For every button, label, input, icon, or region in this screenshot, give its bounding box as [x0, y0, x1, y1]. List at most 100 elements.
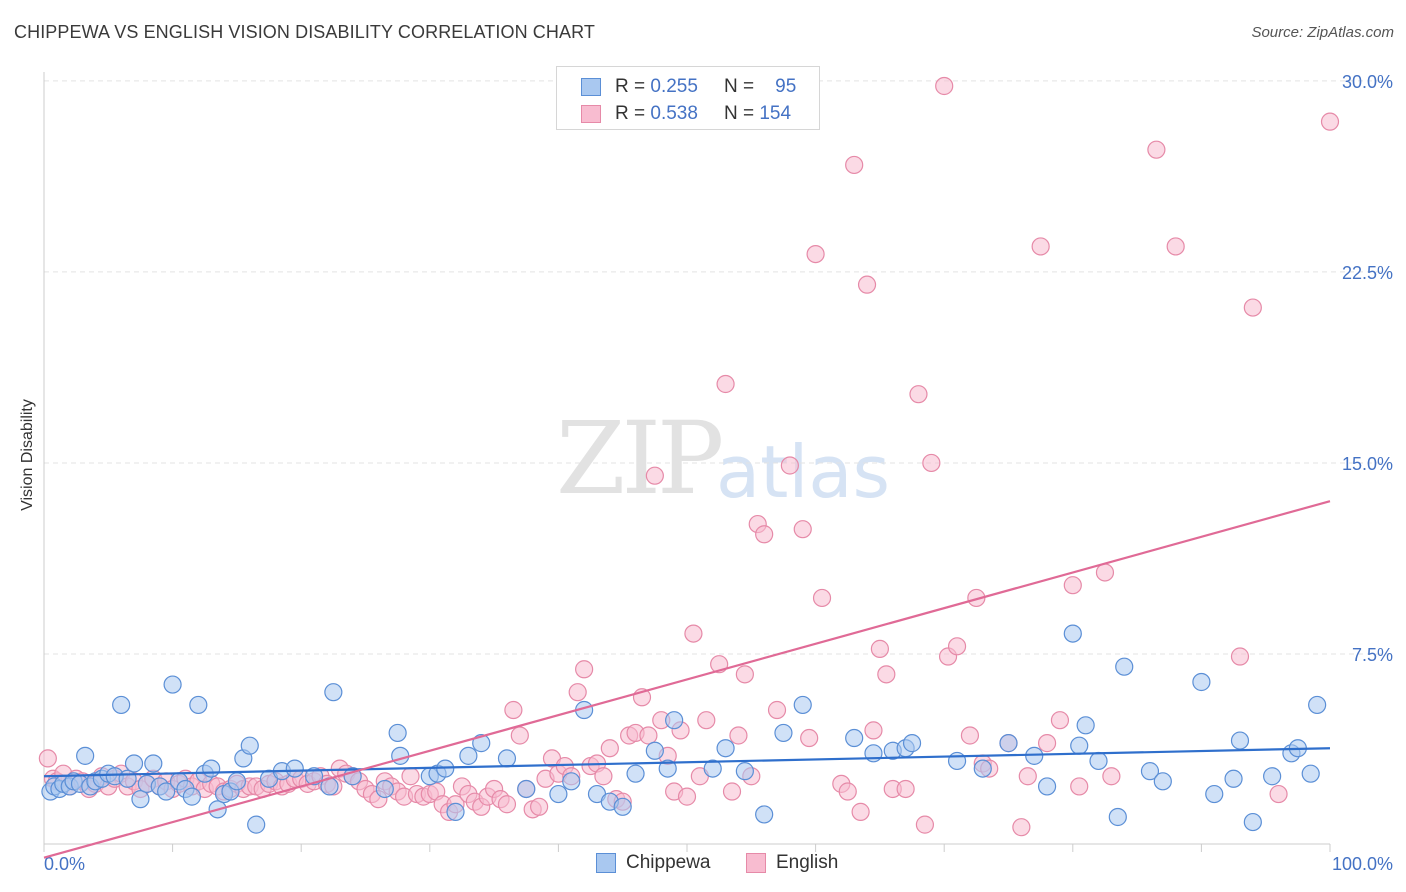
chippewa-point — [118, 769, 137, 788]
chippewa-point — [324, 683, 343, 702]
chippewa-point — [76, 746, 95, 765]
chippewa-point — [124, 754, 144, 773]
english-point — [38, 749, 57, 768]
chippewa-point — [459, 746, 478, 765]
chippewa-point — [562, 772, 581, 791]
english-trend-line — [43, 500, 1331, 859]
english-point — [530, 797, 549, 816]
english-point — [716, 374, 735, 394]
y-tick-label: 7.5% — [1352, 645, 1393, 665]
chippewa-point — [189, 695, 208, 715]
watermark-atlas: atlas — [716, 430, 890, 514]
chippewa-point — [1301, 764, 1320, 783]
english-point — [877, 665, 896, 684]
english-point — [960, 726, 980, 745]
english-point — [793, 520, 812, 539]
x-tick-label: 0.0% — [44, 854, 85, 874]
legend-n-label: N = — [723, 76, 755, 97]
chippewa-point — [497, 749, 517, 768]
chippewa-point — [658, 759, 677, 778]
chippewa-point — [163, 675, 182, 694]
english-point — [1095, 563, 1115, 582]
y-tick-label: 22.5% — [1342, 263, 1393, 283]
english-point — [896, 779, 915, 799]
english-point — [1147, 140, 1166, 159]
english-point — [947, 637, 967, 656]
chippewa-point — [613, 797, 632, 816]
chippewa-point — [285, 759, 304, 778]
chippewa-point — [845, 728, 864, 748]
chippewa-point — [240, 736, 259, 755]
chippewa-point — [1140, 762, 1160, 781]
english-legend-label: English — [776, 852, 839, 873]
english-point — [1063, 576, 1082, 595]
english-point — [935, 76, 954, 96]
english-point — [401, 767, 420, 786]
chippewa-point — [112, 695, 131, 715]
english-point — [800, 728, 819, 748]
english-point — [1050, 711, 1070, 730]
chippewa-point — [1037, 777, 1057, 796]
chippewa-point — [131, 790, 150, 809]
chippewa-point — [247, 815, 266, 834]
chippewa-legend-swatch — [596, 853, 616, 873]
english-point — [1166, 237, 1185, 256]
english-point — [729, 726, 748, 745]
english-point — [755, 525, 774, 544]
english-point — [870, 639, 890, 658]
chippewa-point — [1089, 751, 1108, 771]
chippewa-point — [1115, 657, 1134, 676]
chippewa-point — [1263, 767, 1282, 786]
chippewa-point — [182, 787, 201, 806]
chippewa-point — [157, 782, 176, 801]
chippewa-point — [1063, 624, 1082, 643]
english-point — [806, 244, 825, 264]
english-point — [1018, 767, 1037, 786]
english-swatch — [581, 105, 601, 123]
chart-title: CHIPPEWA VS ENGLISH VISION DISABILITY CO… — [14, 22, 595, 42]
correlation-legend: R = 0.255 N = 95 R = 0.538 N = 154 — [556, 66, 820, 130]
chippewa-point — [755, 805, 774, 824]
english-point — [600, 739, 619, 758]
chippewa-legend-label: Chippewa — [626, 852, 711, 873]
chippewa-point — [1153, 772, 1172, 791]
chippewa-point — [202, 759, 221, 778]
chippewa-point — [793, 695, 812, 715]
english-point — [1031, 237, 1050, 256]
chippewa-point — [391, 746, 410, 765]
english-point — [1269, 784, 1288, 804]
legend-r-label: R = — [615, 76, 646, 97]
english-point — [780, 456, 799, 475]
legend-r-value: 0.538 — [650, 103, 698, 124]
chippewa-point — [703, 759, 722, 778]
chippewa-point — [1230, 731, 1250, 750]
english-point — [1012, 818, 1031, 837]
y-tick-label: 30.0% — [1342, 72, 1393, 92]
legend-n-value: 95 — [775, 76, 797, 97]
chippewa-point — [1108, 807, 1127, 827]
english-point — [1037, 734, 1057, 753]
english-point — [575, 660, 594, 679]
english-point — [594, 767, 613, 786]
english-point — [510, 726, 529, 745]
chippewa-point — [227, 772, 246, 791]
english-point — [909, 385, 928, 404]
legend-row-chippewa: R = 0.255 N = 95 — [581, 76, 796, 98]
legend-n-label: N = — [723, 103, 755, 124]
chippewa-point — [774, 723, 793, 743]
english-point — [845, 155, 864, 175]
x-tick-label: 100.0% — [1332, 854, 1393, 874]
chippewa-point — [1308, 695, 1327, 715]
chippewa-point — [1224, 769, 1243, 788]
english-point — [639, 726, 658, 745]
english-point — [922, 453, 941, 473]
chippewa-trend-line — [43, 747, 1331, 778]
chippewa-point — [1070, 736, 1089, 755]
english-point — [677, 787, 697, 806]
chippewa-point — [517, 779, 536, 799]
english-point — [812, 588, 832, 608]
english-point — [857, 275, 877, 294]
chippewa-point — [1243, 812, 1262, 832]
y-tick-label: 15.0% — [1342, 454, 1393, 474]
bottom-legend-english: English — [746, 852, 838, 874]
